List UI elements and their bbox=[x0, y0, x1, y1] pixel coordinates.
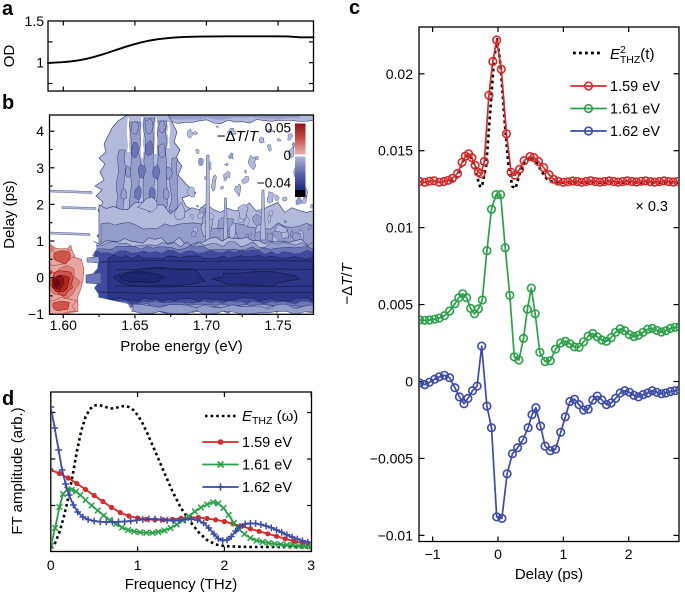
svg-text:0: 0 bbox=[405, 374, 413, 390]
svg-text:−1: −1 bbox=[28, 306, 44, 322]
svg-text:ETHZ (ω): ETHZ (ω) bbox=[242, 408, 298, 427]
svg-text:−0.01: −0.01 bbox=[378, 527, 414, 543]
svg-text:1.59 eV: 1.59 eV bbox=[610, 79, 660, 95]
svg-text:0.02: 0.02 bbox=[386, 66, 413, 82]
svg-text:0: 0 bbox=[47, 557, 55, 573]
svg-text:−0.04: −0.04 bbox=[257, 176, 292, 191]
svg-text:2: 2 bbox=[36, 196, 44, 212]
svg-text:1.75: 1.75 bbox=[264, 317, 291, 333]
svg-text:Delay (ps): Delay (ps) bbox=[1, 181, 18, 249]
svg-text:Delay (ps): Delay (ps) bbox=[515, 566, 583, 583]
svg-text:0: 0 bbox=[283, 148, 291, 163]
svg-text:1.5: 1.5 bbox=[25, 13, 45, 29]
svg-text:1.62 eV: 1.62 eV bbox=[242, 480, 292, 496]
svg-text:−1: −1 bbox=[425, 546, 441, 562]
svg-text:4: 4 bbox=[36, 123, 44, 139]
svg-text:1: 1 bbox=[560, 546, 568, 562]
svg-text:1.70: 1.70 bbox=[193, 317, 220, 333]
svg-text:1.61 eV: 1.61 eV bbox=[610, 102, 660, 118]
svg-text:b: b bbox=[2, 92, 14, 114]
svg-text:−0.005: −0.005 bbox=[370, 450, 413, 466]
svg-text:1.62 eV: 1.62 eV bbox=[610, 124, 660, 140]
svg-text:Frequency (THz): Frequency (THz) bbox=[125, 576, 238, 593]
svg-text:× 0.3: × 0.3 bbox=[635, 199, 668, 215]
svg-text:2: 2 bbox=[221, 557, 229, 573]
svg-text:d: d bbox=[2, 388, 14, 410]
svg-text:−ΔT/T: −ΔT/T bbox=[339, 262, 356, 305]
svg-text:1: 1 bbox=[36, 233, 44, 249]
svg-text:1.61 eV: 1.61 eV bbox=[242, 458, 292, 474]
svg-text:1: 1 bbox=[36, 55, 44, 71]
svg-text:1: 1 bbox=[134, 557, 142, 573]
svg-text:FT amplitude (arb.): FT amplitude (arb.) bbox=[9, 407, 26, 534]
svg-text:OD: OD bbox=[1, 45, 18, 68]
svg-text:1.60: 1.60 bbox=[50, 317, 77, 333]
svg-text:3: 3 bbox=[307, 557, 315, 573]
svg-text:1.65: 1.65 bbox=[121, 317, 148, 333]
svg-text:1.59 eV: 1.59 eV bbox=[242, 435, 292, 451]
svg-text:0: 0 bbox=[494, 546, 502, 562]
svg-text:−ΔT/T: −ΔT/T bbox=[217, 128, 260, 145]
svg-text:a: a bbox=[2, 0, 14, 20]
svg-text:0.015: 0.015 bbox=[378, 143, 413, 159]
svg-text:0: 0 bbox=[36, 270, 44, 286]
svg-text:0.005: 0.005 bbox=[378, 297, 413, 313]
svg-text:c: c bbox=[349, 0, 360, 19]
svg-text:2: 2 bbox=[625, 546, 633, 562]
svg-text:0.05: 0.05 bbox=[265, 121, 291, 136]
svg-text:3: 3 bbox=[36, 160, 44, 176]
svg-text:Probe energy (eV): Probe energy (eV) bbox=[120, 338, 243, 355]
svg-text:0.01: 0.01 bbox=[386, 220, 413, 236]
